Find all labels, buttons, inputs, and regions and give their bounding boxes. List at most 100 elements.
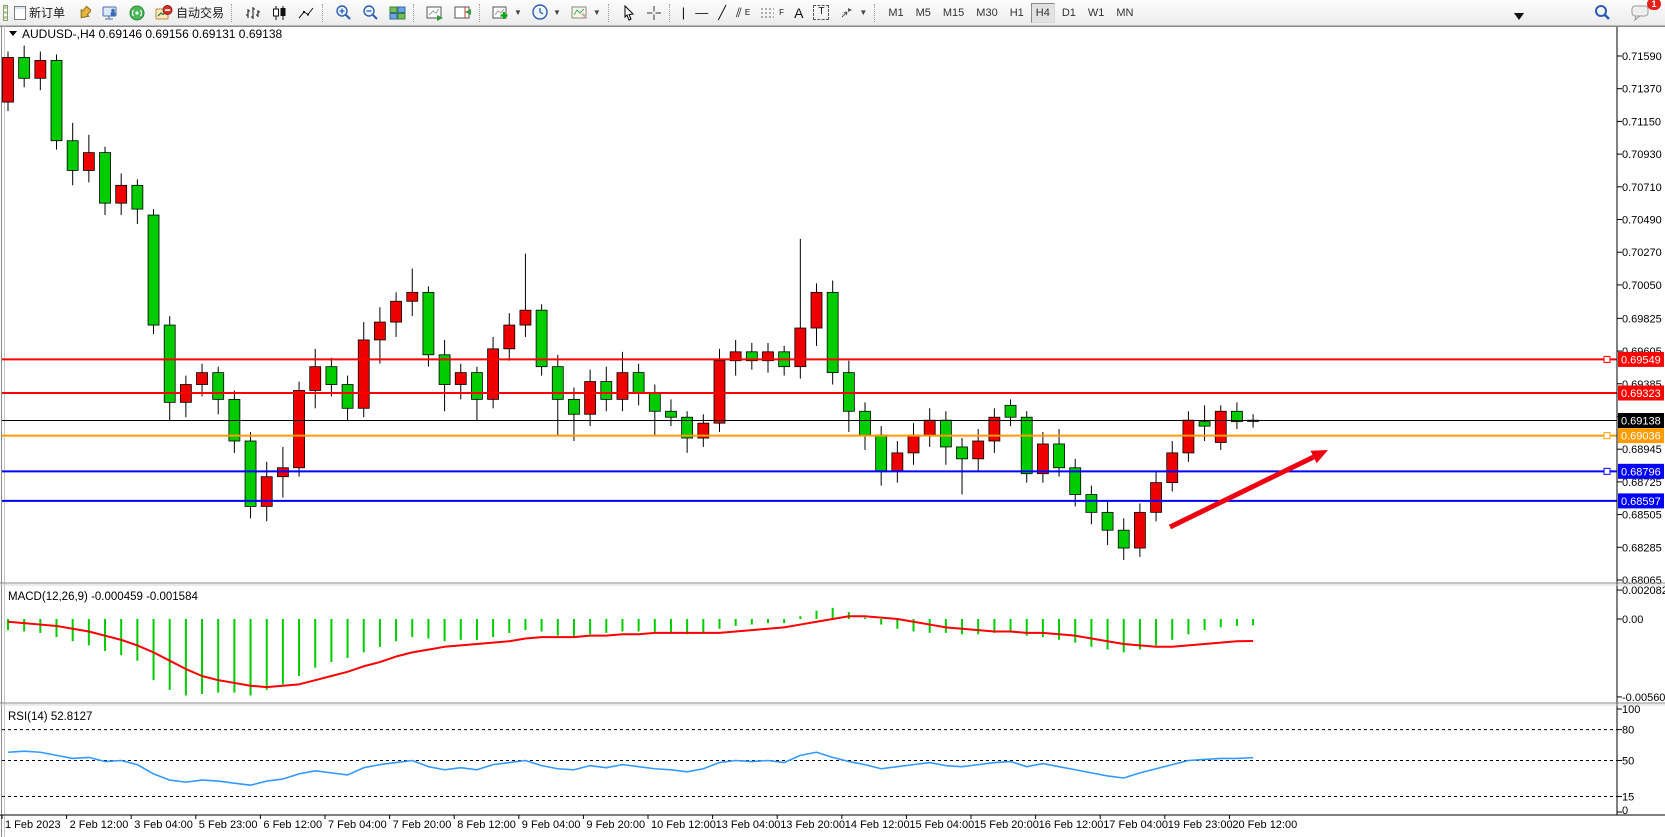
candle-body (438, 354, 451, 385)
candle-body (1150, 482, 1162, 513)
timeframe-m1[interactable]: M1 (883, 3, 908, 23)
tile-windows-button[interactable] (384, 2, 411, 24)
auto-scroll-icon (426, 6, 444, 21)
fibonacci-tool-button[interactable]: F (755, 2, 789, 24)
experts-button[interactable] (96, 2, 124, 24)
macd-panel: 0.002082 0.00 -0.005606 MACD(12,26,9) -0.00… (7, 585, 1665, 704)
candle-body (956, 446, 968, 460)
search-button[interactable] (1588, 2, 1616, 24)
auto-trading-button[interactable]: 自动交易 (150, 2, 229, 24)
time-tick-label: 13 Feb 20:00 (780, 819, 845, 831)
crosshair-tool-button[interactable] (641, 2, 667, 24)
candle-body (632, 372, 645, 394)
price-tag-box (1618, 493, 1664, 509)
candle-body (2, 57, 14, 103)
chevron-down-icon[interactable] (9, 31, 17, 36)
time-tick-label: 15 Feb 20:00 (974, 819, 1039, 831)
trendline-tool-button[interactable]: ╱ (713, 2, 731, 24)
horizontal-line-tool-button[interactable]: — (690, 2, 713, 24)
price-tag-label: 0.69323 (1621, 388, 1661, 400)
price-tick-label: 0.68505 (1622, 510, 1662, 522)
toolbar-overflow-icon[interactable] (1514, 13, 1524, 20)
candle-body (1101, 511, 1114, 531)
vertical-line-tool-button[interactable]: | (677, 2, 690, 24)
timeframe-h1[interactable]: H1 (1005, 3, 1029, 23)
signals-button[interactable] (124, 2, 150, 24)
price-tag-0.69323: 0.69323 (1618, 385, 1664, 401)
time-axis[interactable]: 1 Feb 2023 2 Feb 12:00 3 Feb 04:00 5 Feb 23… (0, 814, 1665, 831)
new-order-label: 新订单 (29, 6, 66, 20)
candle-body (293, 390, 305, 469)
candle-body (1020, 416, 1033, 475)
zoom-in-icon (336, 5, 351, 20)
zoom-out-button[interactable] (357, 2, 384, 24)
time-tick-label: 10 Feb 12:00 (651, 819, 716, 831)
new-order-button[interactable]: 新订单 (9, 2, 70, 24)
period-button[interactable]: ▼ (527, 2, 566, 24)
toolbar-separator (413, 3, 419, 22)
timeframe-w1[interactable]: W1 (1083, 3, 1110, 23)
candle-body (163, 324, 176, 403)
label-tool-button[interactable]: T (808, 2, 834, 24)
cursor-tool-button[interactable] (616, 2, 641, 24)
price-tick-label: 0.71150 (1622, 116, 1661, 128)
time-tick-label: 17 Feb 04:00 (1103, 819, 1168, 831)
timeframe-mn[interactable]: MN (1111, 3, 1138, 23)
zoom-in-button[interactable] (330, 2, 357, 24)
timeframe-d1[interactable]: D1 (1057, 3, 1081, 23)
indicators-button[interactable]: ▼ (487, 2, 527, 24)
candle-chart-button[interactable] (266, 2, 293, 24)
candle-body (713, 360, 726, 424)
candle-body (907, 434, 920, 454)
line-chart-button[interactable] (293, 2, 320, 24)
arrows-tool-button[interactable]: ▼ (834, 2, 872, 24)
cursor-icon (624, 4, 634, 21)
candle-body (875, 434, 888, 472)
chart-shift-button[interactable] (449, 2, 477, 24)
time-tick-label: 7 Feb 04:00 (328, 819, 387, 831)
price-tag-0.69549: 0.69549 (1618, 351, 1664, 367)
notifications-button[interactable]: 1 (1626, 0, 1661, 24)
line-handle[interactable] (1603, 355, 1611, 363)
candle-body (34, 60, 47, 79)
candlestick-series (2, 45, 1259, 560)
metaeditor-button[interactable] (70, 2, 96, 24)
candle-body (729, 351, 742, 362)
channel-tool-button[interactable]: ⫽ E (731, 2, 755, 24)
timeframe-m5[interactable]: M5 (911, 3, 936, 23)
trend-arrow-annotation[interactable] (1168, 450, 1328, 530)
price-tag-box (1618, 385, 1664, 401)
candle-body (454, 372, 467, 385)
chevron-down-icon: ▼ (552, 8, 561, 17)
candle-body (390, 300, 402, 323)
auto-trading-label: 自动交易 (176, 6, 225, 20)
zoom-out-icon (363, 5, 378, 20)
arrow-head (1310, 450, 1328, 464)
price-axis[interactable]: 0.71590 0.71370 0.71150 0.70930 0.70710 0.704… (1616, 27, 1662, 815)
template-icon (571, 6, 587, 18)
text-tool-button[interactable]: A (789, 2, 808, 24)
bar-chart-button[interactable] (239, 2, 266, 24)
candle-body (535, 309, 548, 368)
price-tag-box (1618, 351, 1664, 367)
candle-body (471, 372, 483, 400)
price-tag-0.69036: 0.69036 (1618, 428, 1664, 444)
auto-scroll-button[interactable] (421, 2, 449, 24)
line-handle[interactable] (1603, 432, 1611, 440)
timeframe-h4[interactable]: H4 (1030, 2, 1055, 23)
clipped-toolbar-button[interactable] (2, 2, 9, 24)
line-handle[interactable] (1603, 467, 1611, 475)
rsi-panel: 100 80 50 150 RSI(14) 52.8127 (2, 704, 1640, 817)
channel-icon: ⫽ (736, 4, 742, 20)
signals-icon (129, 5, 145, 20)
candle-body (325, 366, 338, 385)
candle-body (406, 291, 419, 302)
timeframe-m30[interactable]: M30 (971, 3, 1002, 23)
template-button[interactable]: ▼ (566, 2, 606, 24)
text-tool-icon: A (794, 4, 804, 21)
chart-title-group: AUDUSD-,H4 0.69146 0.69156 0.69131 0.691… (9, 27, 283, 41)
timeframe-m15[interactable]: M15 (938, 3, 969, 23)
fibonacci-sub-label: F (779, 8, 785, 17)
candle-body (616, 372, 629, 400)
